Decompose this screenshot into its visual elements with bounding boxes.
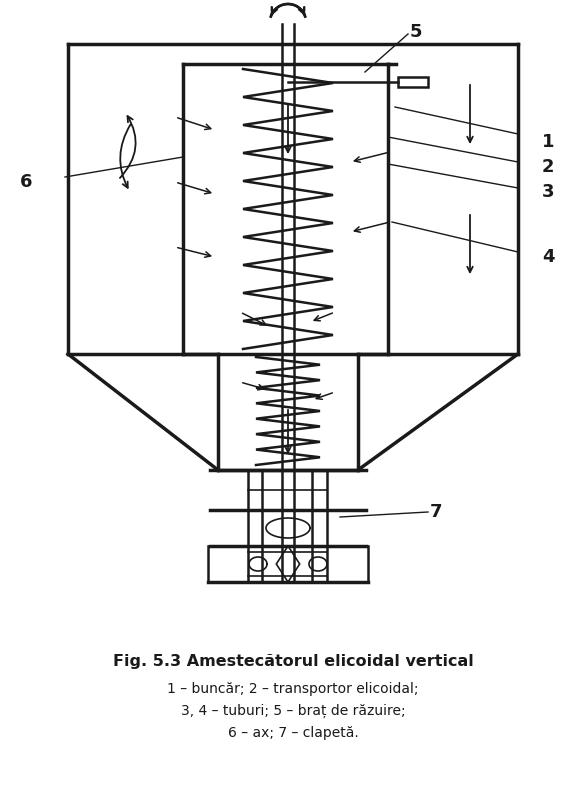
Text: 6: 6 bbox=[20, 173, 32, 191]
Text: 1 – buncăr; 2 – transportor elicoidal;: 1 – buncăr; 2 – transportor elicoidal; bbox=[167, 682, 419, 696]
Text: 1: 1 bbox=[542, 133, 554, 151]
Text: Fig. 5.3 Amestecătorul elicoidal vertical: Fig. 5.3 Amestecătorul elicoidal vertica… bbox=[113, 654, 473, 669]
Text: 3, 4 – tuburi; 5 – braț de răzuire;: 3, 4 – tuburi; 5 – braț de răzuire; bbox=[180, 704, 406, 718]
Text: 7: 7 bbox=[430, 503, 442, 521]
Text: 5: 5 bbox=[410, 23, 423, 41]
Text: 4: 4 bbox=[542, 248, 554, 266]
Text: 3: 3 bbox=[542, 183, 554, 201]
Text: 2: 2 bbox=[542, 158, 554, 176]
Text: 6 – ax; 7 – clapetă.: 6 – ax; 7 – clapetă. bbox=[227, 726, 359, 740]
Bar bbox=[398, 77, 428, 87]
